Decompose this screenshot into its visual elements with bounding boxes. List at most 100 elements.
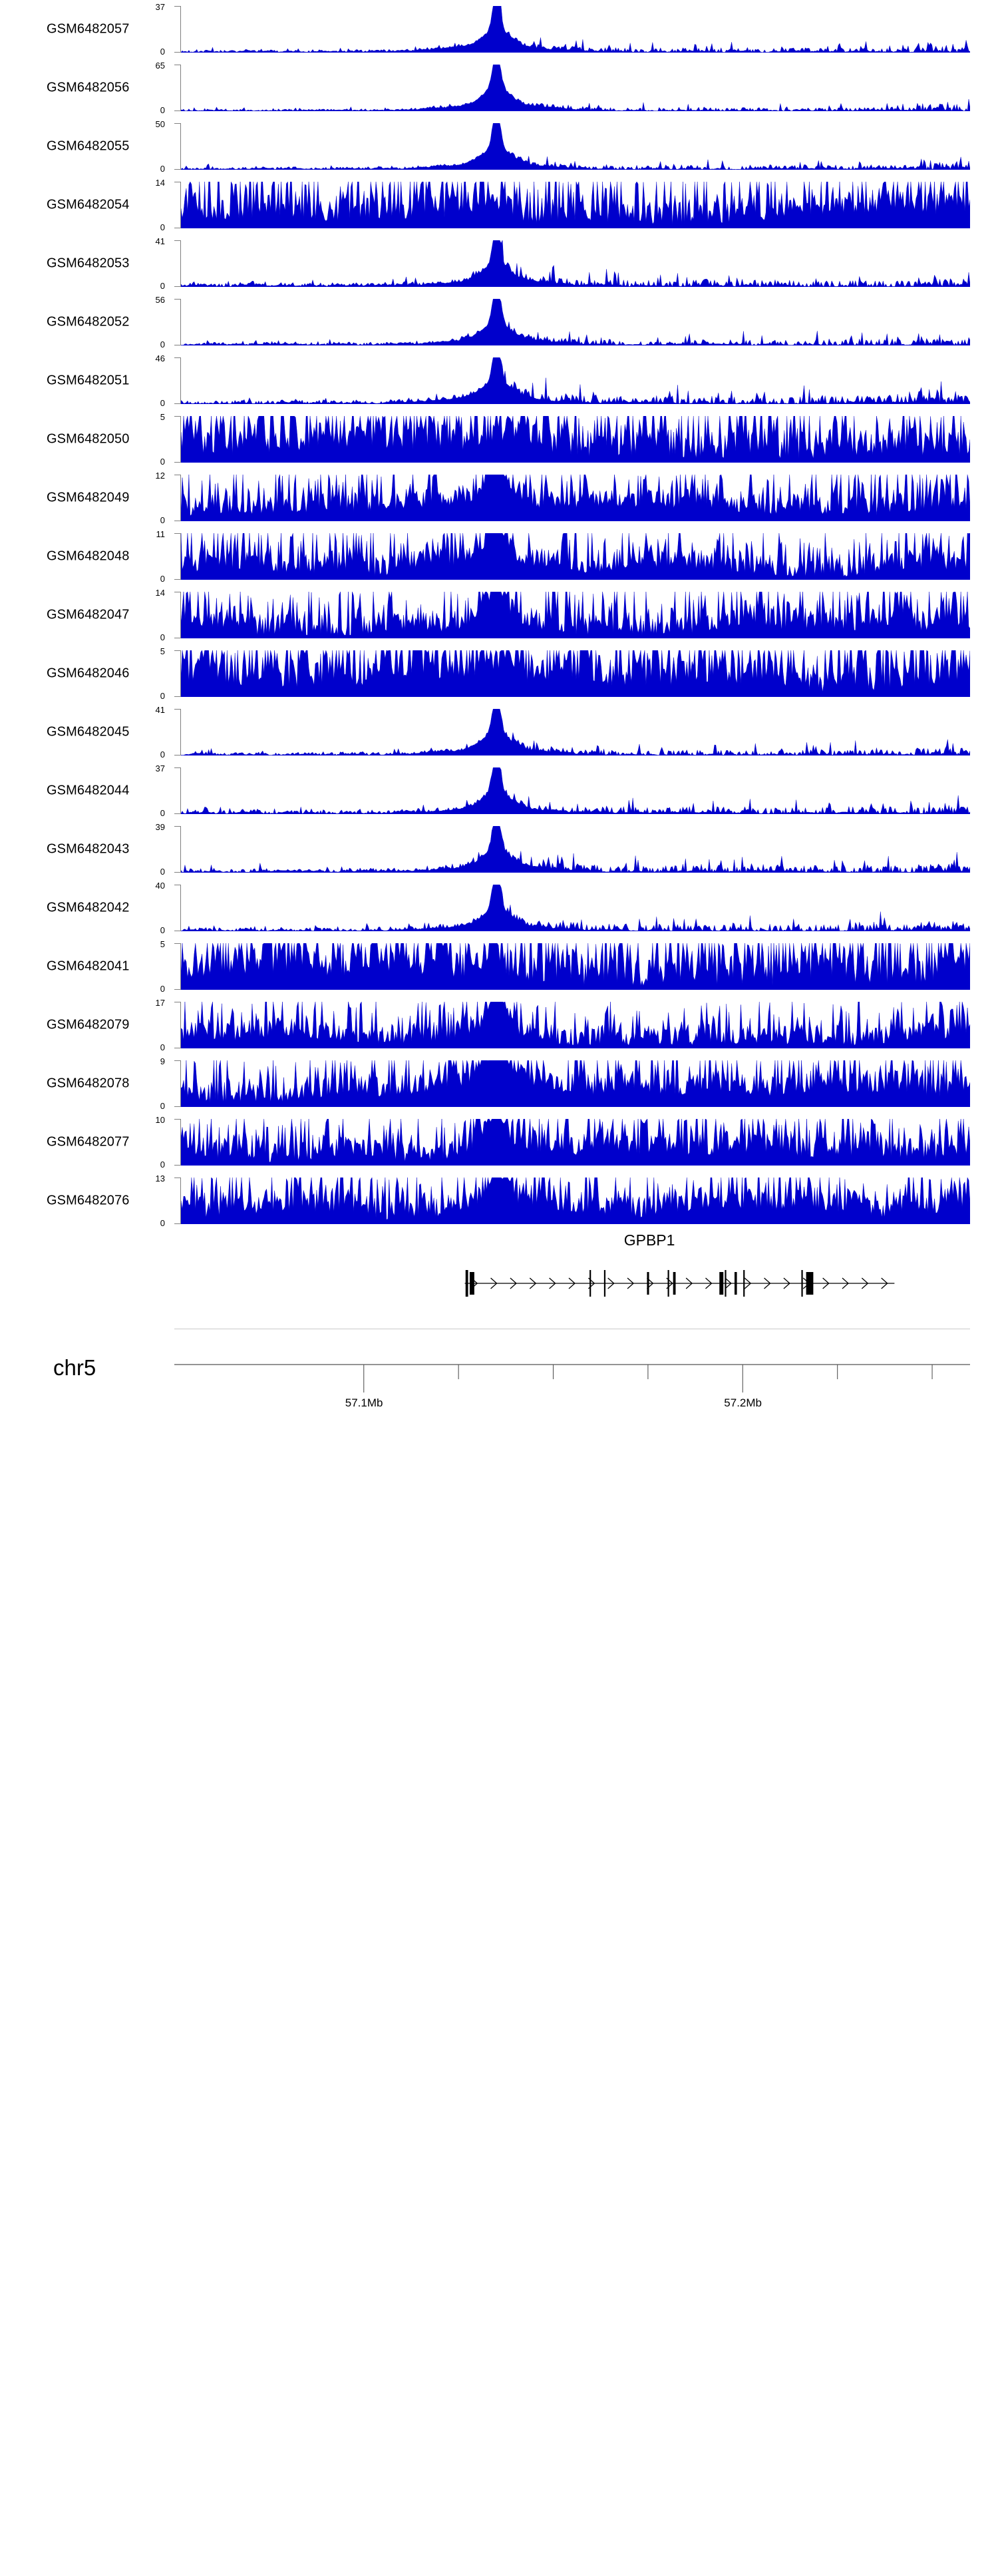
- track-signal-plot: [181, 182, 970, 228]
- track-scale-max: 10: [155, 1115, 165, 1125]
- signal-track-row[interactable]: GSM6482054 14 0: [0, 176, 998, 234]
- signal-track-row[interactable]: GSM6482047 14 0: [0, 586, 998, 644]
- track-scale-min: 0: [160, 398, 165, 408]
- track-label: GSM6482077: [47, 1134, 130, 1150]
- signal-track-row[interactable]: GSM6482045 41 0: [0, 703, 998, 761]
- track-plot[interactable]: [174, 475, 970, 521]
- signal-track-row[interactable]: GSM6482043 39 0: [0, 820, 998, 879]
- track-scale-max: 56: [155, 295, 165, 305]
- signal-track-row[interactable]: GSM6482046 5 0: [0, 644, 998, 703]
- track-plot[interactable]: [174, 533, 970, 580]
- signal-track-row[interactable]: GSM6482052 56 0: [0, 293, 998, 351]
- track-signal-plot: [181, 299, 970, 345]
- track-signal-plot: [181, 709, 970, 755]
- track-signal-plot: [181, 240, 970, 287]
- track-signal-plot: [181, 1178, 970, 1224]
- track-scale-max: 5: [160, 646, 165, 656]
- track-scale-min: 0: [160, 339, 165, 349]
- track-plot[interactable]: [174, 1178, 970, 1224]
- track-axis-bracket: [174, 240, 182, 287]
- track-scale-max: 14: [155, 588, 165, 598]
- signal-track-row[interactable]: GSM6482053 41 0: [0, 234, 998, 293]
- track-label: GSM6482052: [47, 314, 130, 329]
- track-signal-plot: [181, 1060, 970, 1107]
- track-label: GSM6482043: [47, 841, 130, 857]
- track-axis-bracket: [174, 533, 182, 580]
- track-scale-max: 41: [155, 705, 165, 715]
- track-plot[interactable]: [174, 65, 970, 111]
- axis-tick-label: 57.2Mb: [724, 1396, 762, 1409]
- track-plot[interactable]: [174, 592, 970, 638]
- track-label: GSM6482056: [47, 80, 130, 95]
- signal-track-row[interactable]: GSM6482042 40 0: [0, 879, 998, 937]
- track-signal-plot: [181, 650, 970, 697]
- signal-track-row[interactable]: GSM6482049 12 0: [0, 469, 998, 527]
- track-axis-bracket: [174, 650, 182, 697]
- track-plot[interactable]: [174, 6, 970, 53]
- track-plot[interactable]: [174, 767, 970, 814]
- signal-track-row[interactable]: GSM6482077 10 0: [0, 1113, 998, 1172]
- track-scale-max: 65: [155, 61, 165, 71]
- track-label: GSM6482053: [47, 256, 130, 271]
- track-scale-max: 40: [155, 881, 165, 891]
- track-axis-bracket: [174, 885, 182, 931]
- track-axis-bracket: [174, 6, 182, 53]
- signal-track-row[interactable]: GSM6482057 37 0: [0, 0, 998, 59]
- track-plot[interactable]: [174, 240, 970, 287]
- track-plot[interactable]: [174, 299, 970, 345]
- track-scale-max: 41: [155, 236, 165, 246]
- track-label: GSM6482057: [47, 21, 130, 37]
- track-plot[interactable]: [174, 357, 970, 404]
- track-plot[interactable]: [174, 123, 970, 170]
- signal-track-row[interactable]: GSM6482051 46 0: [0, 351, 998, 410]
- track-scale-min: 0: [160, 632, 165, 642]
- track-plot[interactable]: [174, 182, 970, 228]
- track-plot[interactable]: [174, 709, 970, 755]
- track-signal-plot: [181, 533, 970, 580]
- track-scale-min: 0: [160, 691, 165, 701]
- signal-track-row[interactable]: GSM6482048 11 0: [0, 527, 998, 586]
- signal-track-row[interactable]: GSM6482056 65 0: [0, 59, 998, 117]
- track-scale-max: 50: [155, 119, 165, 129]
- signal-track-row[interactable]: GSM6482076 13 0: [0, 1172, 998, 1230]
- track-axis-bracket: [174, 416, 182, 463]
- signal-track-row[interactable]: GSM6482079 17 0: [0, 996, 998, 1054]
- track-scale-min: 0: [160, 1160, 165, 1170]
- track-scale-max: 5: [160, 939, 165, 949]
- track-axis-bracket: [174, 767, 182, 814]
- track-scale-max: 17: [155, 998, 165, 1008]
- track-scale-min: 0: [160, 1042, 165, 1052]
- track-plot[interactable]: [174, 826, 970, 873]
- track-scale-max: 11: [156, 529, 166, 539]
- signal-track-row[interactable]: GSM6482050 5 0: [0, 410, 998, 469]
- track-axis-bracket: [174, 709, 182, 755]
- gene-annotation-track[interactable]: GPBP1: [0, 1230, 998, 1330]
- signal-track-row[interactable]: GSM6482041 5 0: [0, 937, 998, 996]
- track-axis-bracket: [174, 1002, 182, 1048]
- track-plot[interactable]: [174, 943, 970, 990]
- track-scale-min: 0: [160, 47, 165, 57]
- track-label: GSM6482048: [47, 548, 130, 564]
- track-scale-min: 0: [160, 984, 165, 994]
- track-scale-max: 14: [155, 178, 165, 188]
- track-plot[interactable]: [174, 1002, 970, 1048]
- signal-track-row[interactable]: GSM6482044 37 0: [0, 761, 998, 820]
- track-plot[interactable]: [174, 650, 970, 697]
- track-signal-plot: [181, 885, 970, 931]
- track-label: GSM6482055: [47, 138, 130, 154]
- track-label: GSM6482050: [47, 431, 130, 447]
- track-label: GSM6482049: [47, 490, 130, 505]
- track-scale-min: 0: [160, 515, 165, 525]
- track-plot[interactable]: [174, 885, 970, 931]
- track-plot[interactable]: [174, 416, 970, 463]
- track-signal-plot: [181, 826, 970, 873]
- track-scale-max: 39: [155, 822, 165, 832]
- track-scale-min: 0: [160, 750, 165, 759]
- track-plot[interactable]: [174, 1060, 970, 1107]
- track-axis-bracket: [174, 592, 182, 638]
- track-label: GSM6482041: [47, 959, 130, 974]
- signal-track-row[interactable]: GSM6482055 50 0: [0, 117, 998, 176]
- signal-track-row[interactable]: GSM6482078 9 0: [0, 1054, 998, 1113]
- track-plot[interactable]: [174, 1119, 970, 1166]
- track-scale-min: 0: [160, 281, 165, 291]
